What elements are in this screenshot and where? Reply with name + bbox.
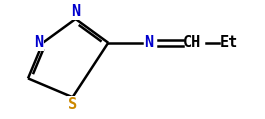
Text: CH: CH [183, 35, 201, 50]
Text: S: S [68, 97, 77, 112]
Text: N: N [34, 35, 43, 50]
Text: N: N [144, 35, 153, 50]
Text: N: N [71, 4, 80, 19]
Text: Et: Et [220, 35, 239, 50]
